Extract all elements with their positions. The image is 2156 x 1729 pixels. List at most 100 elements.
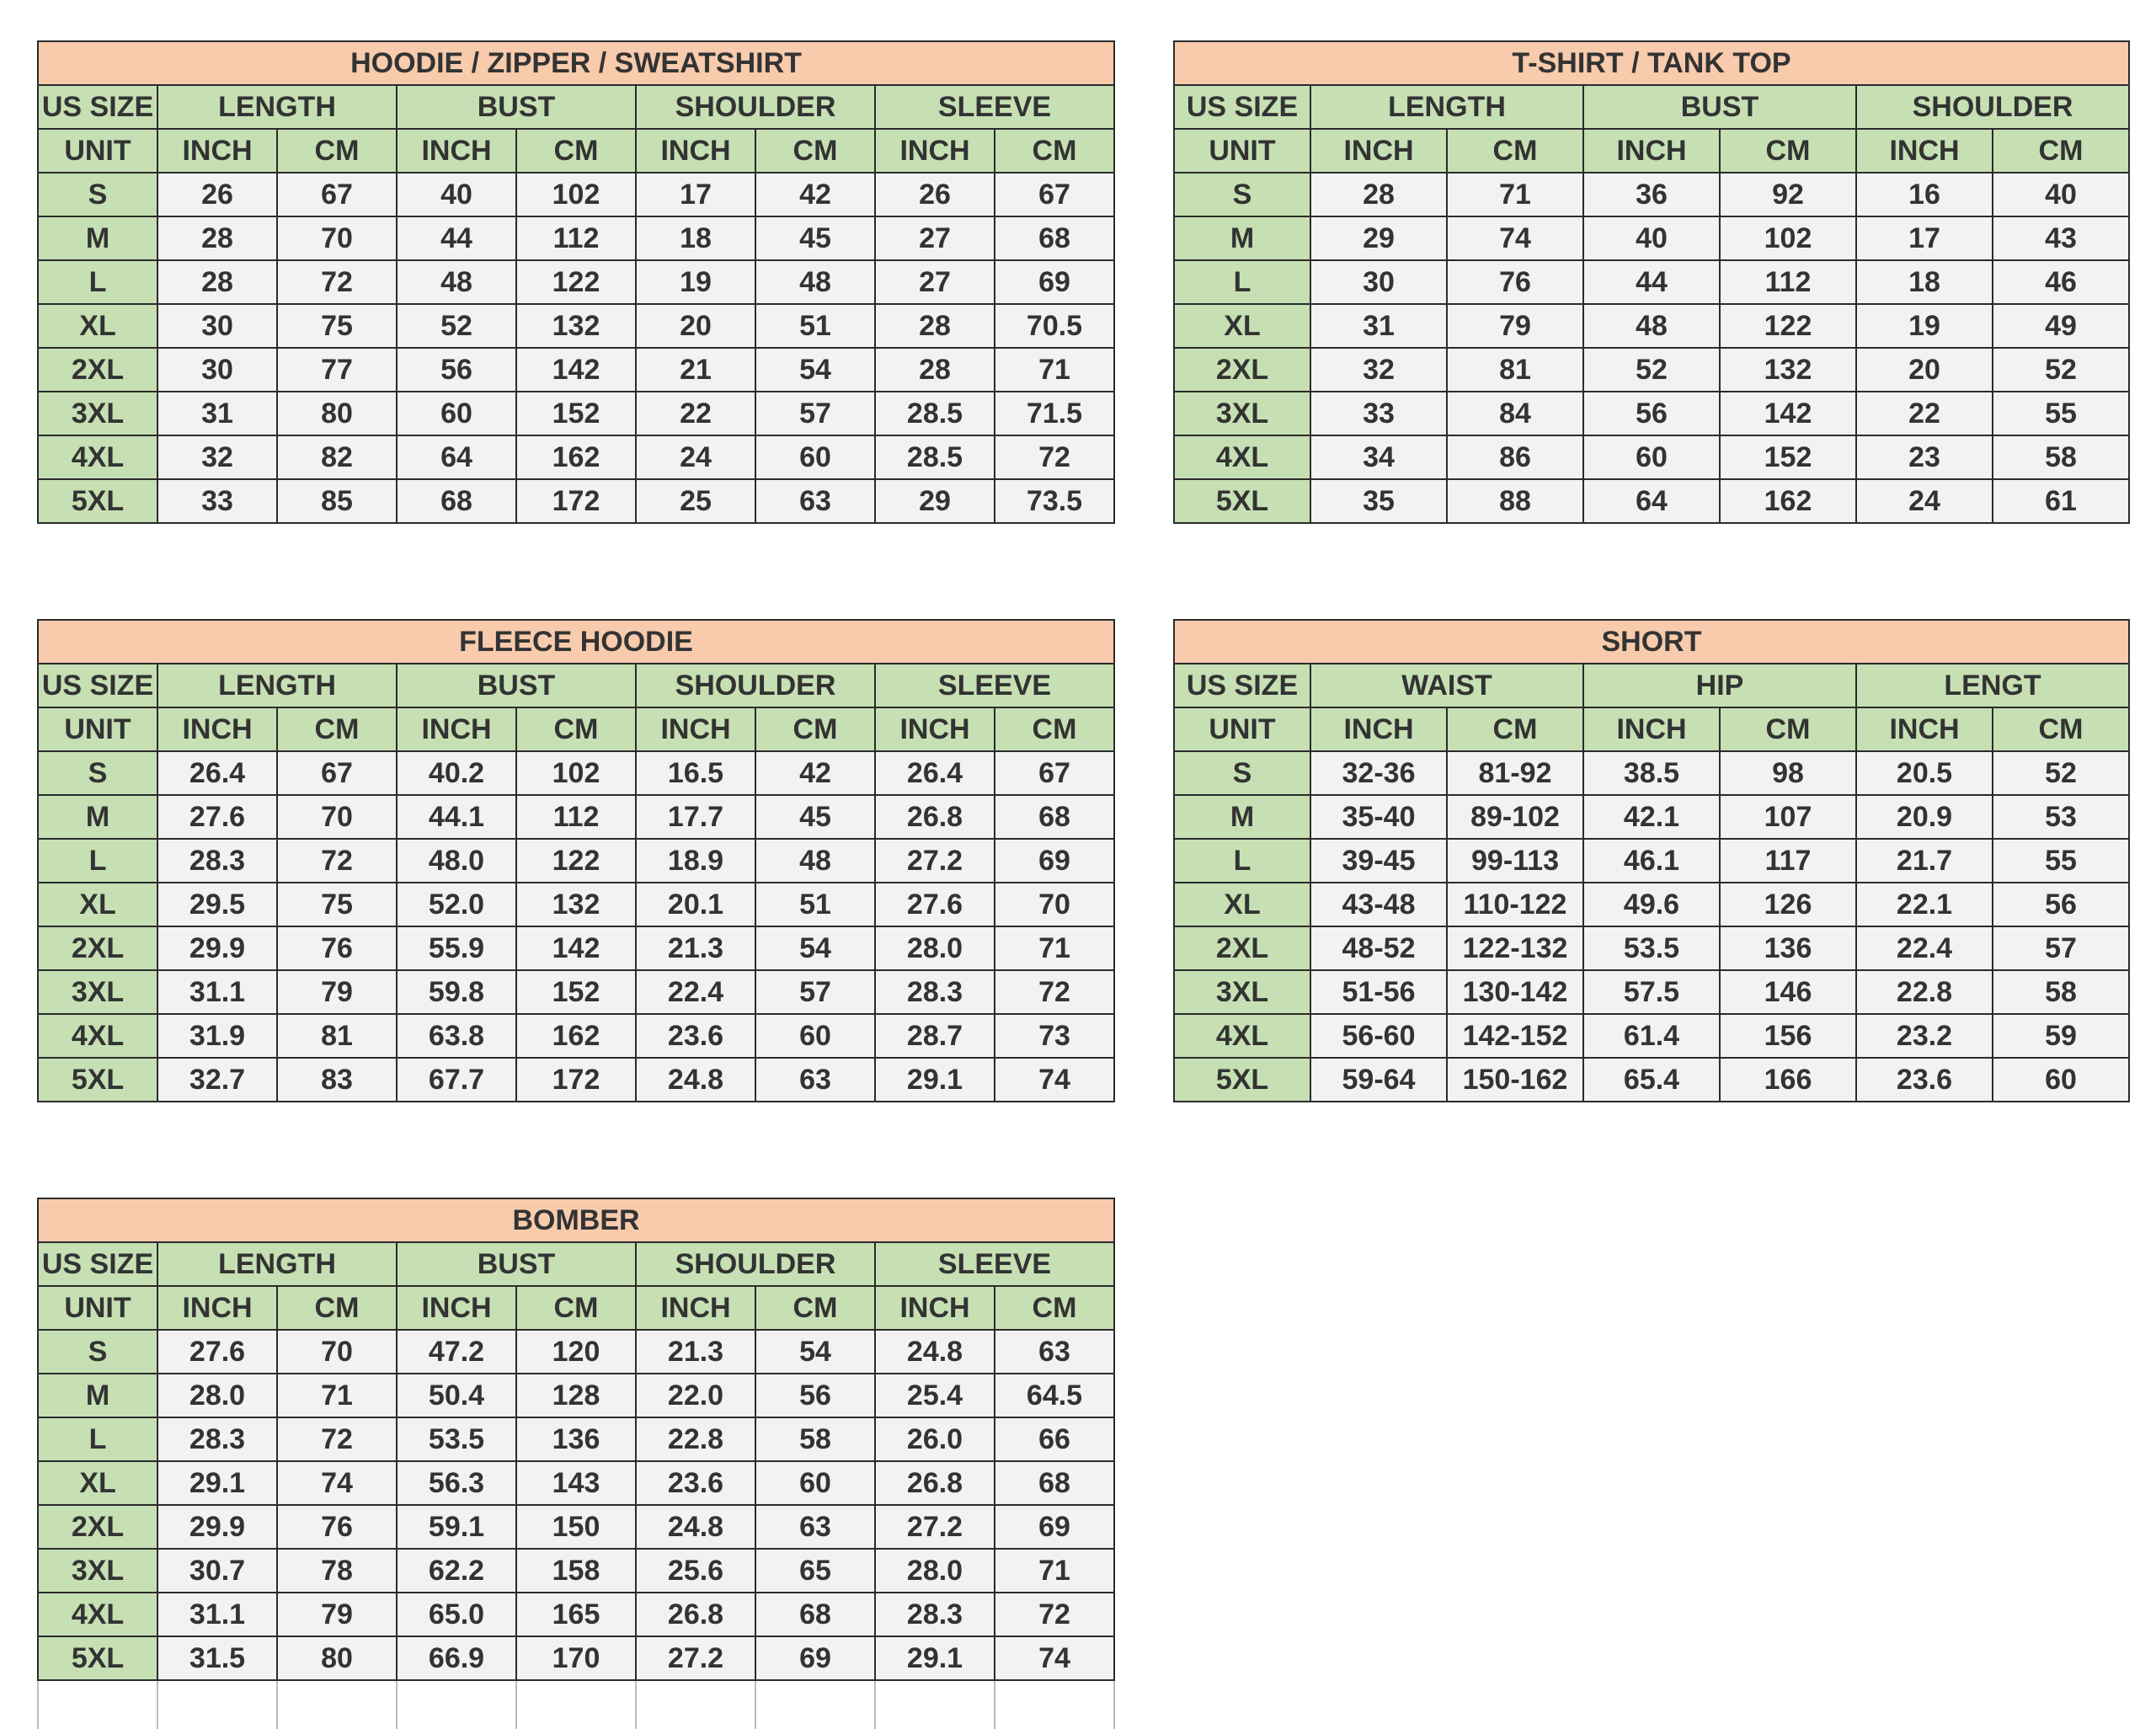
measurement: 68 [755,1592,876,1637]
measurement: 72 [276,259,398,305]
size-row: XL 31 79 48 122 19 49 [1173,303,2130,349]
measurement: 20 [1855,347,1993,392]
measurement: 81 [276,1013,398,1059]
measurement: 29.1 [157,1460,278,1506]
measurement: 126 [1719,882,1857,927]
measurement: 99-113 [1446,838,1584,883]
size-label: 4XL [1173,435,1311,480]
size-label: S [37,750,158,796]
unit-header: INCH [874,1285,995,1331]
measurement: 49.6 [1582,882,1721,927]
column-group-header: SHOULDER [1855,84,2130,130]
unit-header: CM [1992,128,2130,173]
table-title: HOODIE / ZIPPER / SWEATSHIRT [37,40,1115,86]
measurement: 32.7 [157,1057,278,1102]
measurement: 20.9 [1855,794,1993,840]
measurement: 48 [396,259,517,305]
measurement: 31.5 [157,1636,278,1681]
unit-header: UNIT [37,707,158,752]
measurement: 68 [994,1460,1115,1506]
measurement: 56 [1582,391,1721,436]
size-table: HOODIE / ZIPPER / SWEATSHIRT US SIZE LENGT… [37,40,1115,524]
column-group-header: US SIZE [37,1241,158,1287]
measurement: 23.6 [635,1460,756,1506]
size-row: 4XL 56-60 142-152 61.4 156 23.2 59 [1173,1013,2130,1059]
measurement: 67.7 [396,1057,517,1102]
measurement: 67 [994,750,1115,796]
measurement: 51 [755,303,876,349]
measurement: 162 [515,435,637,480]
measurement: 20.5 [1855,750,1993,796]
measurement: 71.5 [994,391,1115,436]
measurement: 42 [755,172,876,217]
measurement: 68 [994,216,1115,261]
measurement: 40.2 [396,750,517,796]
column-group-header: BUST [396,84,637,130]
measurement: 120 [515,1329,637,1374]
measurement: 28.3 [157,838,278,883]
measurement: 80 [276,391,398,436]
measurement: 24.8 [635,1057,756,1102]
measurement: 110-122 [1446,882,1584,927]
measurement: 64.5 [994,1373,1115,1418]
measurement: 39-45 [1310,838,1448,883]
size-row: 2XL 29.9 76 55.9 142 21.3 54 28.0 71 [37,926,1115,971]
measurement: 34 [1310,435,1448,480]
measurement: 60 [755,435,876,480]
column-group-header: LENGT [1855,663,2130,708]
measurement: 63 [755,1057,876,1102]
header-row: US SIZE LENGTH BUST SHOULDER SLEEVE [37,663,1115,708]
size-row: 3XL 33 84 56 142 22 55 [1173,391,2130,436]
measurement: 22 [1855,391,1993,436]
measurement: 64 [1582,478,1721,524]
size-row: 3XL 31 80 60 152 22 57 28.5 71.5 [37,391,1115,436]
measurement: 28.3 [874,969,995,1015]
size-row: S 32-36 81-92 38.5 98 20.5 52 [1173,750,2130,796]
measurement: 152 [1719,435,1857,480]
column-group-header: SLEEVE [874,1241,1115,1287]
measurement: 170 [515,1636,637,1681]
measurement: 38.5 [1582,750,1721,796]
measurement: 74 [994,1636,1115,1681]
column-group-header: SHOULDER [635,84,876,130]
measurement: 72 [276,1417,398,1462]
measurement: 156 [1719,1013,1857,1059]
measurement: 71 [1446,172,1584,217]
measurement: 21 [635,347,756,392]
measurement: 132 [515,882,637,927]
title-row: BOMBER [37,1198,1115,1243]
measurement: 150 [515,1504,637,1550]
measurement: 28.0 [874,1548,995,1593]
unit-header: INCH [157,128,278,173]
measurement: 72 [276,838,398,883]
measurement: 25 [635,478,756,524]
unit-header: INCH [1582,128,1721,173]
measurement: 32-36 [1310,750,1448,796]
measurement: 80 [276,1636,398,1681]
measurement: 44 [396,216,517,261]
measurement: 52 [1582,347,1721,392]
measurement: 102 [515,750,637,796]
size-row: 4XL 32 82 64 162 24 60 28.5 72 [37,435,1115,480]
unit-header: CM [1719,707,1857,752]
measurement: 63 [755,478,876,524]
column-group-header: LENGTH [1310,84,1584,130]
measurement: 28 [157,259,278,305]
measurement: 24.8 [874,1329,995,1374]
unit-header: INCH [396,1285,517,1331]
measurement: 28 [157,216,278,261]
size-label: 5XL [37,1057,158,1102]
measurement: 30 [157,303,278,349]
unit-header: INCH [396,707,517,752]
unit-row: UNIT INCH CM INCH CM INCH CM INCH CM [37,707,1115,752]
unit-header: INCH [635,128,756,173]
size-row: XL 43-48 110-122 49.6 126 22.1 56 [1173,882,2130,927]
measurement: 58 [755,1417,876,1462]
measurement: 22.8 [635,1417,756,1462]
size-label: 5XL [1173,478,1311,524]
size-row: S 26 67 40 102 17 42 26 67 [37,172,1115,217]
measurement: 63 [755,1504,876,1550]
measurement: 26.4 [157,750,278,796]
header-row: US SIZE WAIST HIP LENGT [1173,663,2130,708]
measurement: 65.0 [396,1592,517,1637]
